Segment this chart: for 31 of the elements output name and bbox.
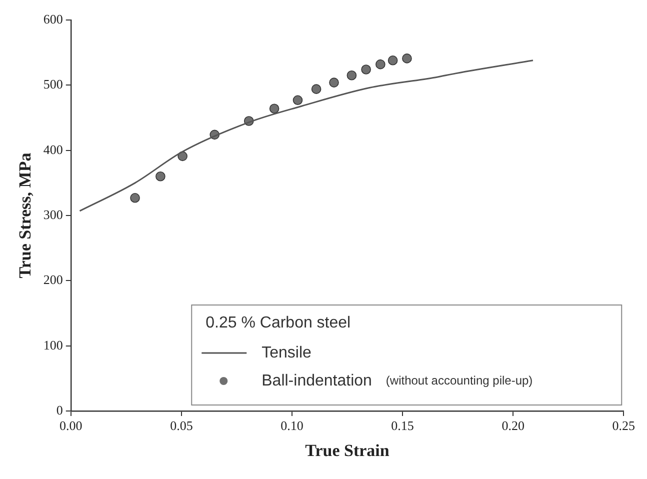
x-tick-label: 0.20 xyxy=(502,418,524,434)
line-series xyxy=(78,60,534,212)
x-tick-label: 0.05 xyxy=(170,418,193,434)
point xyxy=(329,78,339,88)
point xyxy=(156,172,166,182)
legend-title: 0.25 % Carbon steel xyxy=(206,314,351,332)
y-tick-label: 200 xyxy=(43,272,63,288)
point xyxy=(311,84,322,94)
x-tick-label: 0.15 xyxy=(391,418,414,434)
legend-label: Tensile xyxy=(262,344,312,362)
point xyxy=(346,70,357,80)
annotation: (without accounting pile-up) xyxy=(386,373,533,388)
x-tick-label: 0.00 xyxy=(60,418,82,434)
y-tick-label: 600 xyxy=(43,11,63,26)
y-tick-label: 500 xyxy=(43,76,63,92)
point xyxy=(376,59,386,70)
point xyxy=(402,54,412,64)
y-tick-label: 100 xyxy=(43,337,63,352)
x-tick-label: 0.25 xyxy=(612,418,635,434)
point xyxy=(361,64,371,74)
y-axis-title: True Stress, MPa xyxy=(16,152,35,278)
y-tick-label: 400 xyxy=(43,142,63,157)
y-tick-label: 300 xyxy=(43,206,63,222)
x-axis-title: True Strain xyxy=(305,441,390,460)
y-tick-label: 0 xyxy=(56,402,63,418)
point xyxy=(269,104,280,114)
point xyxy=(388,56,398,66)
x-tick-label: 0.10 xyxy=(280,418,304,434)
point xyxy=(292,95,303,106)
point xyxy=(130,193,140,203)
legend-label: Ball-indentation xyxy=(262,372,372,390)
